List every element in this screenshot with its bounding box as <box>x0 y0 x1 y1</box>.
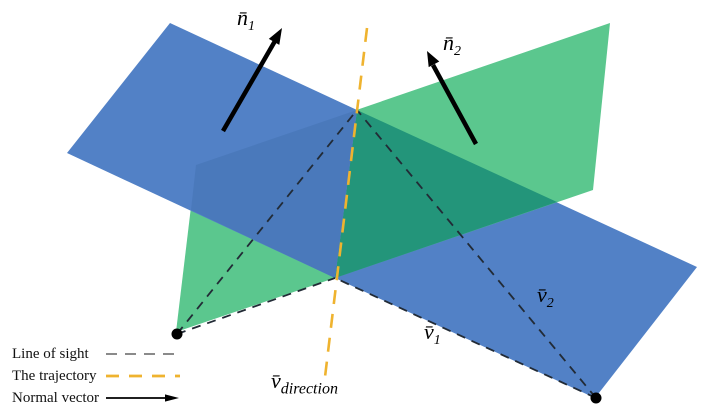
label-n1-sub: 1 <box>248 18 255 34</box>
label-n2-base: n̄ <box>443 30 454 55</box>
label-v2-base: v̄ <box>537 282 547 307</box>
observer-dot-left <box>171 328 183 340</box>
label-n2: n̄2 <box>443 32 461 59</box>
legend-row-trajectory: The trajectory <box>12 365 212 387</box>
normal-vector-n2-arrow <box>427 51 478 146</box>
sight-line-right-to-apex <box>356 109 597 399</box>
label-v-direction-sub: direction <box>280 380 338 398</box>
overlap-green-over-blue <box>335 110 557 278</box>
normal-vector-n1-shaft <box>221 39 277 133</box>
legend-label-line-of-sight: Line of sight <box>12 345 89 362</box>
label-v2-sub: 2 <box>546 295 554 311</box>
label-n1-base: n̄ <box>237 5 248 30</box>
label-v1-base: v̄ <box>424 319 434 344</box>
sight-line-left-to-lower-point <box>176 277 336 335</box>
legend-row-line-of-sight: Line of sight <box>12 343 212 365</box>
overlap-blue-over-green <box>191 110 357 278</box>
label-v2: v̄2 <box>537 284 554 311</box>
label-n2-sub: 2 <box>454 43 461 59</box>
label-v-direction: v̄direction <box>271 370 338 398</box>
label-v-direction-base: v̄ <box>271 368 281 393</box>
trajectory-line <box>323 27 369 378</box>
label-v1-sub: 1 <box>433 332 441 348</box>
legend-arrow-head <box>165 394 179 402</box>
legend-label-trajectory: The trajectory <box>12 367 97 384</box>
legend-sample-trajectory <box>106 374 180 378</box>
label-n1: n̄1 <box>237 7 255 34</box>
legend-row-normal-vector: Normal vector <box>12 387 212 409</box>
observer-dot-right <box>590 392 602 404</box>
label-v1: v̄1 <box>424 321 441 348</box>
normal-vector-n1-head <box>268 28 282 45</box>
legend-sample-line-of-sight <box>106 353 180 355</box>
normal-vector-n2-head <box>427 51 440 68</box>
normal-vector-n1-arrow <box>221 28 282 133</box>
legend: Line of sight The trajectory Normal vect… <box>12 343 212 409</box>
legend-sample-normal-vector <box>106 394 179 402</box>
legend-label-normal-vector: Normal vector <box>12 389 100 406</box>
normal-vector-n2-shaft <box>431 63 478 146</box>
